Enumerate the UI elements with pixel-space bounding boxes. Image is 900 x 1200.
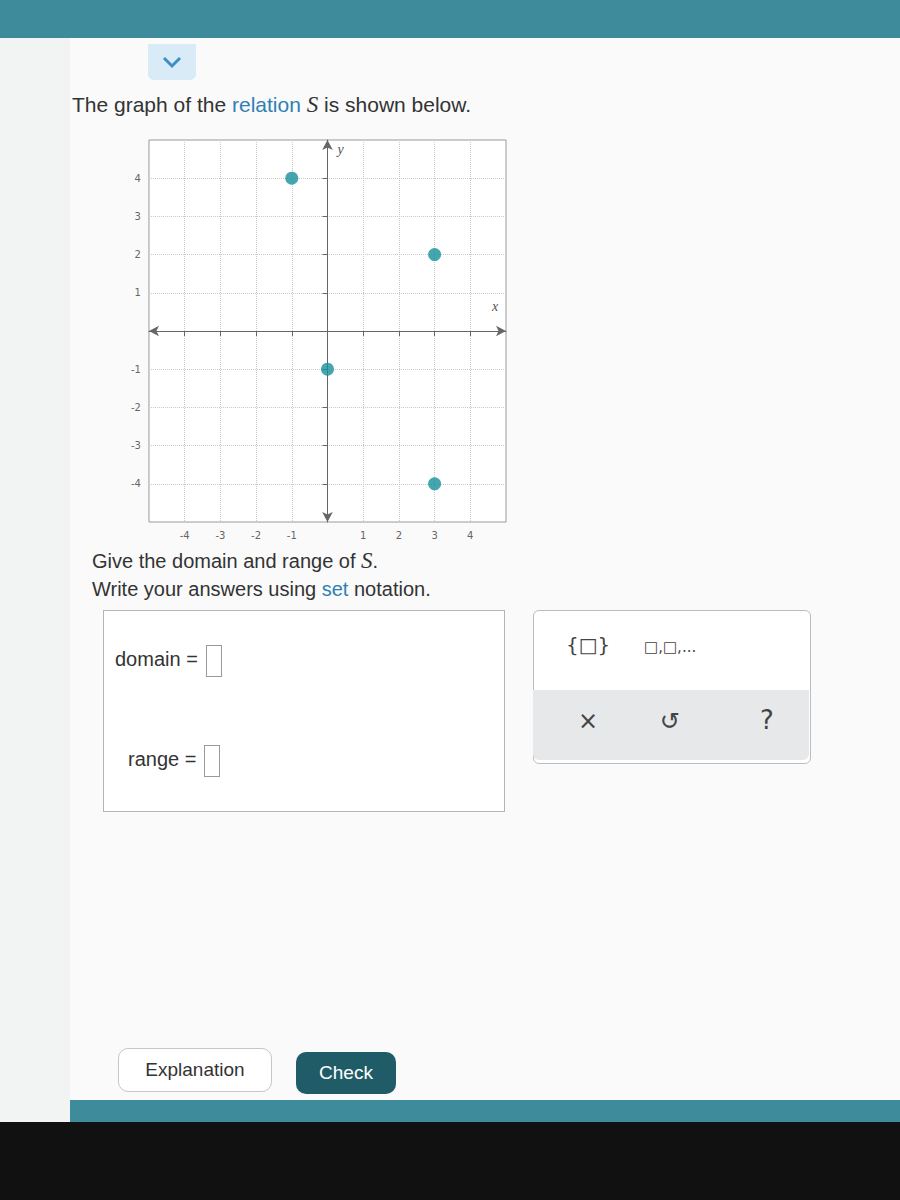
html-text:range =: range =	[128, 748, 197, 771]
html-text:Write your answers using set n: Write your answers using set notation.	[92, 578, 431, 600]
svg-text:-1: -1	[131, 364, 141, 375]
html-text:domain =: domain =	[115, 648, 198, 671]
svg-text:-4: -4	[131, 478, 141, 489]
svg-text:3: 3	[135, 211, 141, 222]
svg-text:-1: -1	[287, 530, 297, 541]
svg-text:1: 1	[135, 287, 141, 298]
svg-text:4: 4	[135, 173, 141, 184]
html-text:The graph of the relation S is: The graph of the relation S is shown bel…	[72, 92, 472, 117]
svg-text:x: x	[491, 299, 499, 314]
svg-text:-2: -2	[251, 530, 261, 541]
html-text:Explanation: Explanation	[145, 1059, 245, 1080]
svg-text:y: y	[335, 142, 344, 157]
svg-text:-4: -4	[180, 530, 190, 541]
svg-text:-3: -3	[131, 440, 141, 451]
html-text:Check: Check	[319, 1062, 373, 1083]
svg-text:-2: -2	[131, 402, 141, 413]
svg-text:2: 2	[135, 249, 141, 260]
svg-text:-3: -3	[215, 530, 225, 541]
svg-text:1: 1	[360, 530, 366, 541]
svg-text:2: 2	[396, 530, 402, 541]
html-text:Give the domain and range of S: Give the domain and range of S.	[92, 548, 379, 573]
svg-text:4: 4	[467, 530, 473, 541]
svg-text:3: 3	[431, 530, 437, 541]
